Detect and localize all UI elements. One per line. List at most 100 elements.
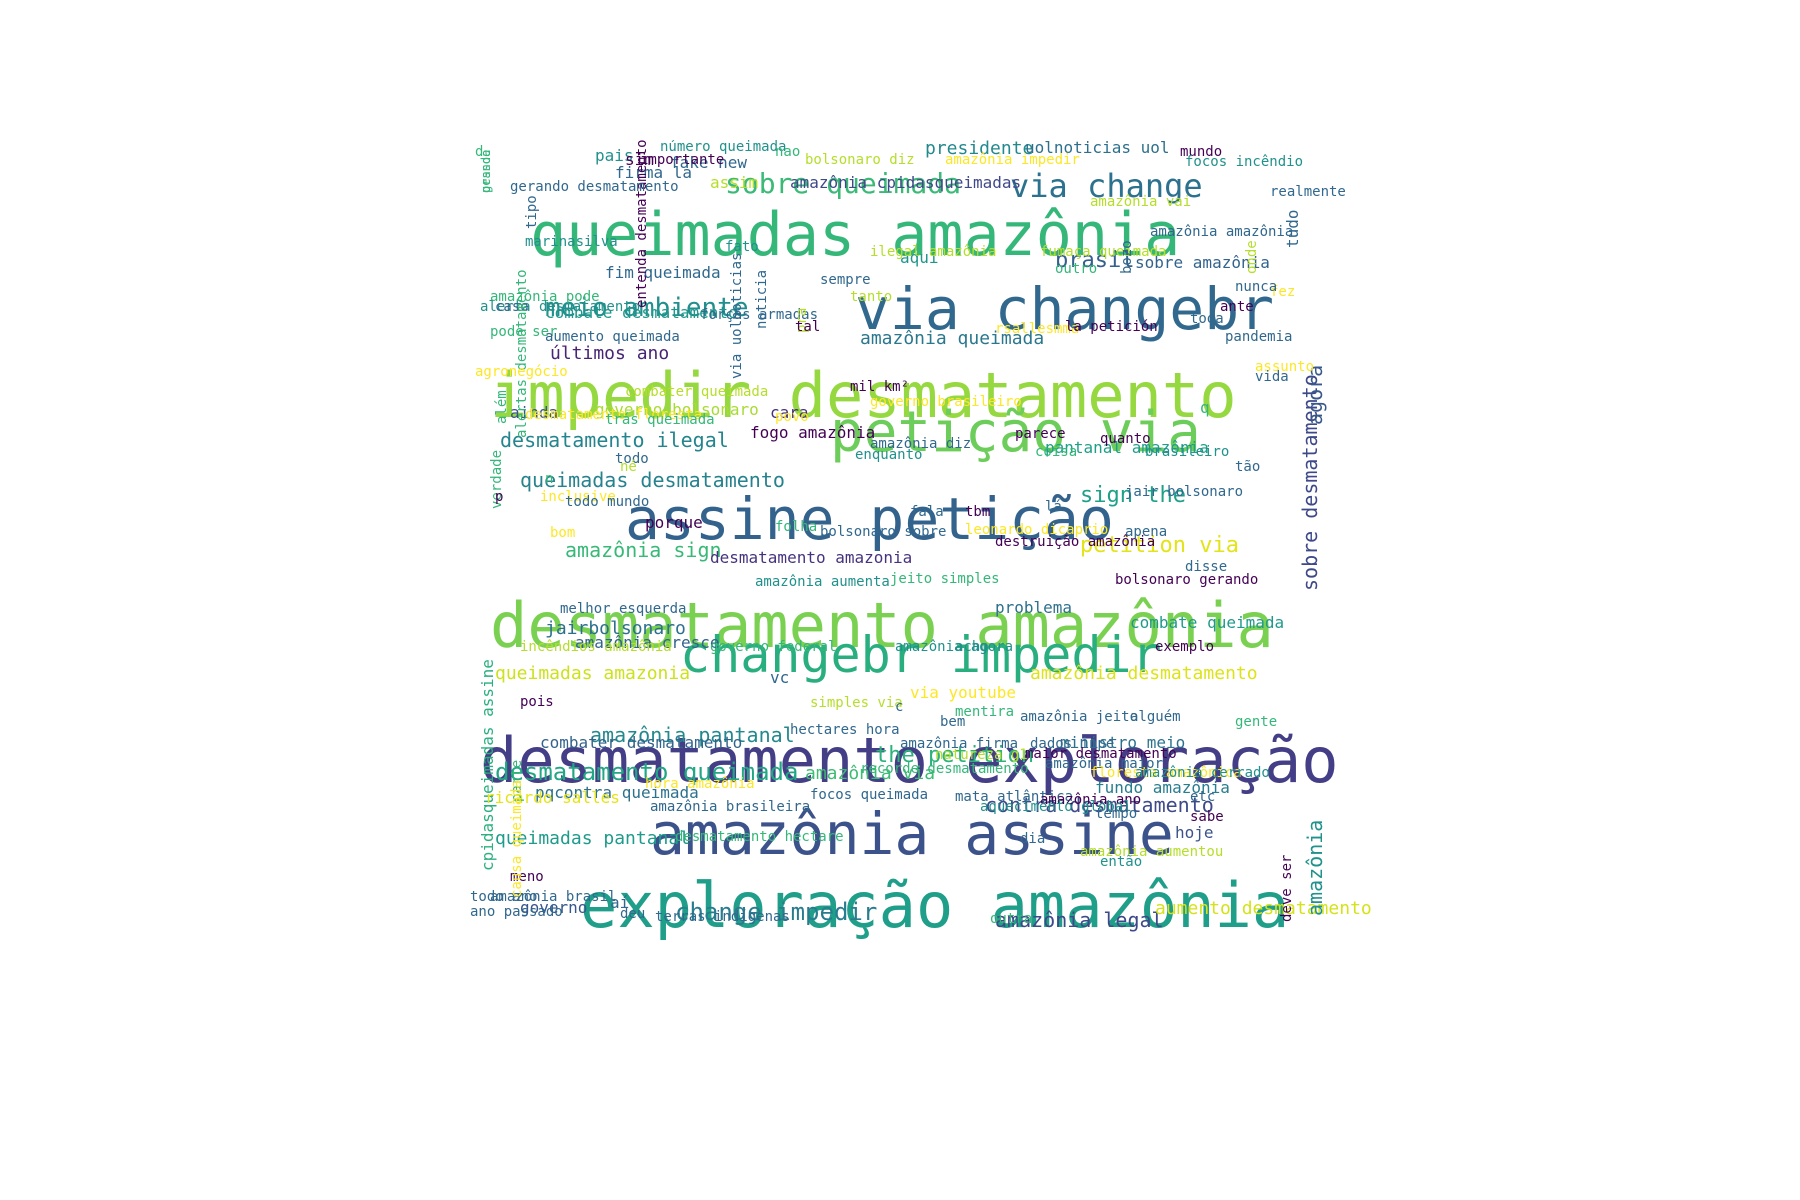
word: hoje xyxy=(1175,823,1214,842)
word: bolsonaro diz xyxy=(805,152,915,168)
word: combater desmatamento xyxy=(540,733,743,752)
word: meno xyxy=(510,869,544,885)
word: número queimada xyxy=(660,140,787,155)
word: combate queimada xyxy=(1130,613,1285,632)
word: ante xyxy=(1220,299,1254,315)
word: governo federal xyxy=(710,639,837,655)
word: contra desmatamento xyxy=(985,793,1214,817)
word: pqcontra queimada xyxy=(535,783,699,802)
word: últimos ano xyxy=(550,343,670,364)
word: amazônia amazônia xyxy=(1150,224,1294,240)
word: enquanto xyxy=(855,447,923,463)
word: ministro meio xyxy=(1060,733,1186,752)
word: dados inpe xyxy=(1030,736,1115,752)
word: pessoa xyxy=(479,149,493,194)
word: gerando desmatamento xyxy=(510,179,679,195)
word: assine petição xyxy=(625,485,1114,553)
word: fundo amazônia xyxy=(1095,778,1230,797)
word: porque xyxy=(645,513,703,532)
word: amazônia pantanal xyxy=(590,723,795,747)
word: amazônia vai xyxy=(1090,194,1192,210)
word: change impedir xyxy=(675,898,878,926)
word: fogo amazônia xyxy=(750,423,876,442)
word: amazônia cerrado xyxy=(1135,765,1270,781)
word: quanto xyxy=(1100,431,1151,447)
word: presidente xyxy=(925,140,1034,159)
word: n xyxy=(545,471,554,487)
word: ainda xyxy=(510,403,559,422)
word: alerta desmatamento xyxy=(480,299,641,315)
word: vida xyxy=(1255,369,1289,385)
word: c xyxy=(895,699,904,715)
word: caso xyxy=(495,299,529,315)
word: tanto xyxy=(850,289,893,305)
word: assim xyxy=(710,173,759,192)
word: mil km² xyxy=(850,379,910,395)
word: assunto xyxy=(1255,359,1315,375)
word: sobre amazônia xyxy=(1135,253,1270,272)
word: aumento queimada xyxy=(545,329,680,345)
word: desmatamento amazonia xyxy=(710,548,913,567)
word: pois xyxy=(520,694,554,710)
word: petição via xyxy=(830,400,1201,465)
word: lá xyxy=(1045,499,1062,515)
word: ricardo salles xyxy=(485,788,620,807)
word: recorde desmatamento xyxy=(860,761,1029,777)
word: hectares hora xyxy=(790,722,900,738)
word: ano passado xyxy=(470,904,563,920)
word: jeito simples xyxy=(890,571,1000,587)
word: terras indígenas xyxy=(655,909,790,925)
word: governo bolsonaro xyxy=(595,400,759,419)
word: vc xyxy=(770,668,790,687)
word: exemplo xyxy=(1155,639,1215,655)
word: queimadas amazônia xyxy=(530,200,1181,270)
word: desmatamento ilegal xyxy=(500,428,729,452)
word: importante xyxy=(640,152,725,168)
word: sim xyxy=(625,150,654,169)
word: amazônia ano xyxy=(1040,792,1142,808)
word: maior desmatamento xyxy=(1025,746,1177,762)
word: aí xyxy=(610,893,630,912)
word: bom xyxy=(550,525,576,541)
word: amazônia sign xyxy=(565,538,722,562)
word: via youtube xyxy=(910,683,1016,702)
word: todo xyxy=(615,451,649,467)
word: parece xyxy=(1015,426,1066,442)
word: pantanal amazônia xyxy=(1045,438,1209,457)
word: fake new xyxy=(670,153,748,172)
word: amazônia aumentou xyxy=(1080,844,1224,860)
word: tempo xyxy=(1095,806,1138,822)
word: amazônia assine xyxy=(650,800,1174,868)
word: destruição amazônia xyxy=(995,534,1156,550)
word: trás queimada xyxy=(605,412,715,428)
word: gente xyxy=(1235,714,1278,730)
word: desmatamento floresta xyxy=(525,407,703,423)
word-cloud: desmatamento exploração desmatamento ama… xyxy=(470,140,1400,1060)
word: melhor esquerda xyxy=(560,601,687,617)
word: apena xyxy=(1125,524,1168,540)
word: né xyxy=(620,459,637,475)
word: deve ser xyxy=(1279,854,1295,923)
word: amazônia brasileira xyxy=(650,799,811,815)
word: tão xyxy=(1235,459,1261,475)
word: simples via xyxy=(810,695,903,711)
word: alguém xyxy=(1130,709,1181,725)
word: amazônia diz xyxy=(870,436,972,452)
word: onde xyxy=(1244,239,1260,274)
word: forças armadas xyxy=(700,307,819,323)
word: amazônia agora xyxy=(895,639,1014,655)
word: combater queimada xyxy=(625,384,769,400)
word: desmatamento amazônia xyxy=(490,589,1274,662)
word: então xyxy=(1100,854,1143,870)
word: outro xyxy=(1055,261,1098,277)
word: q xyxy=(1200,398,1210,417)
word: amazônia legal xyxy=(995,908,1164,932)
word: fala xyxy=(910,504,944,520)
word: amazônia impedir xyxy=(945,152,1080,168)
word: rsallesmma xyxy=(995,321,1080,337)
word: sign the xyxy=(1080,483,1186,508)
word: acho xyxy=(955,639,989,655)
word: floresta amazônica xyxy=(1090,765,1242,781)
word: amazônia aumenta xyxy=(755,574,890,590)
word: brasileiro xyxy=(1145,444,1230,460)
